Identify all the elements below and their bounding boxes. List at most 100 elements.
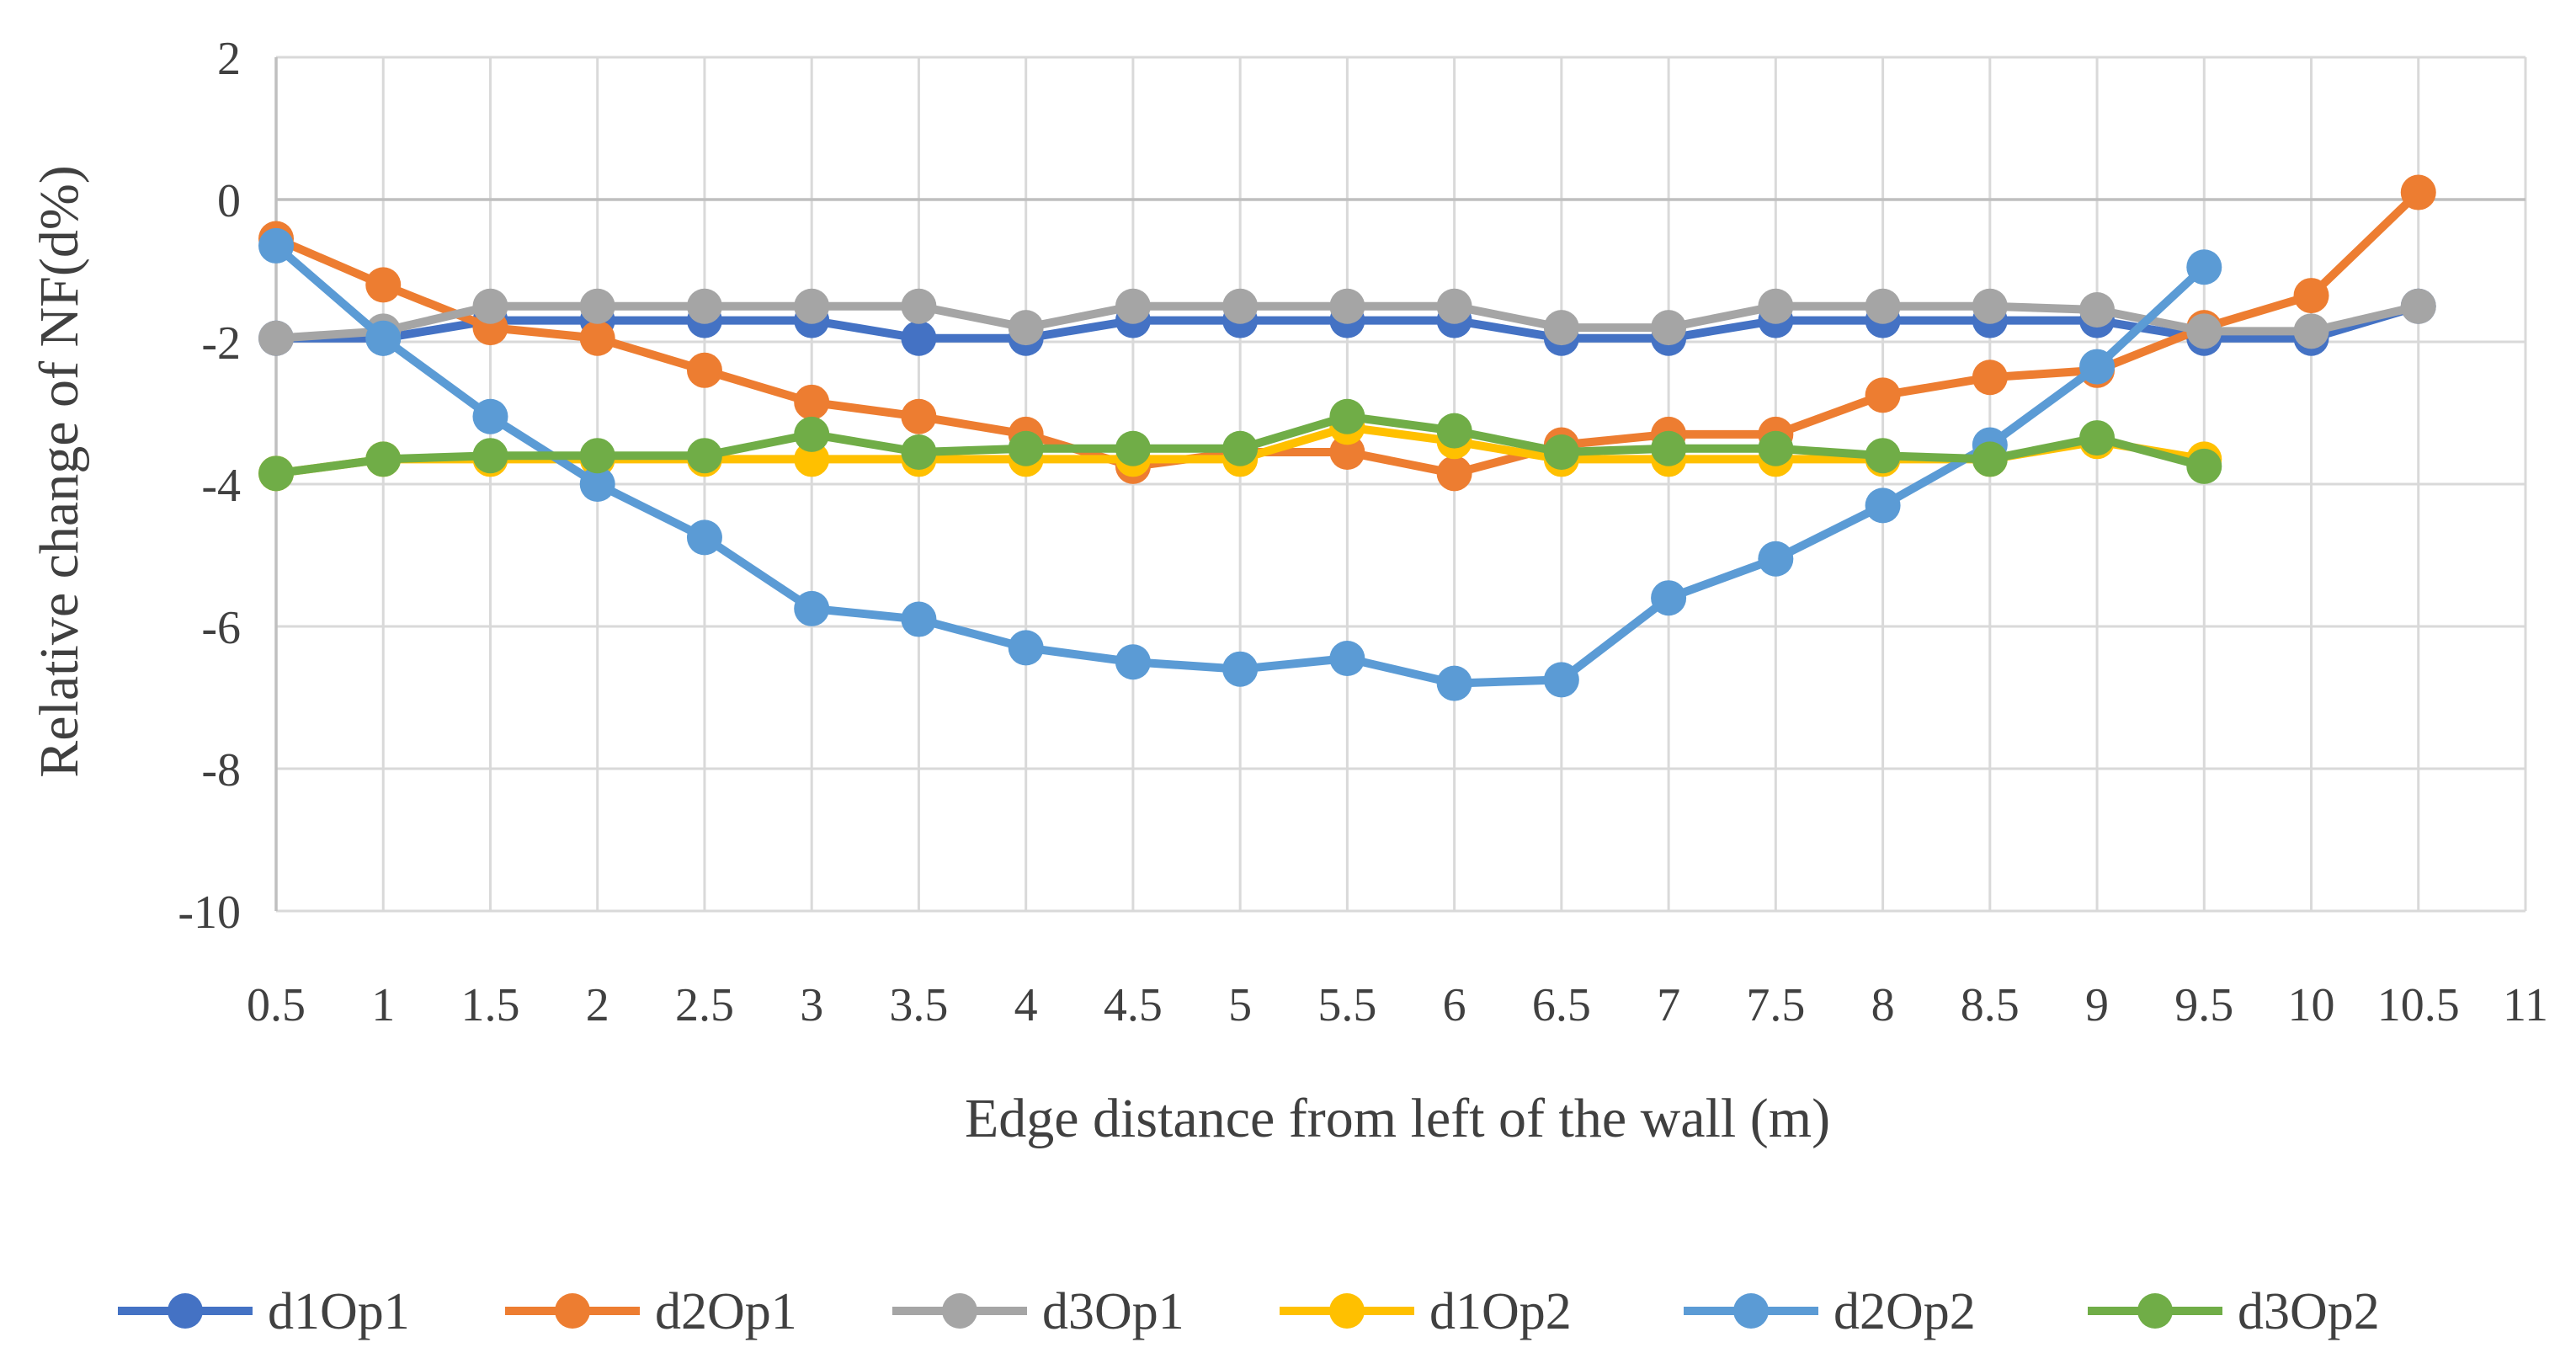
data-point-d2Op1 bbox=[2400, 174, 2436, 210]
y-tick-label: 2 bbox=[217, 33, 241, 85]
x-tick-label: 4 bbox=[1014, 979, 1038, 1031]
legend-label: d2Op2 bbox=[1834, 1283, 1976, 1340]
data-point-d3Op1 bbox=[1329, 288, 1365, 324]
data-point-d3Op1 bbox=[1436, 288, 1472, 324]
x-tick-label: 0.5 bbox=[247, 979, 306, 1031]
x-tick-label: 11 bbox=[2503, 979, 2548, 1031]
data-point-d3Op2 bbox=[794, 416, 830, 452]
data-point-d3Op1 bbox=[794, 288, 830, 324]
data-point-d3Op2 bbox=[579, 438, 615, 474]
data-point-d3Op1 bbox=[686, 288, 722, 324]
legend-label: d3Op1 bbox=[1042, 1283, 1184, 1340]
x-tick-label: 6.5 bbox=[1532, 979, 1591, 1031]
data-point-d2Op2 bbox=[579, 466, 615, 502]
data-point-d3Op2 bbox=[686, 438, 722, 474]
data-point-d3Op1 bbox=[1008, 310, 1044, 346]
data-point-d2Op1 bbox=[1329, 434, 1365, 470]
x-tick-label: 5.5 bbox=[1317, 979, 1376, 1031]
data-point-d2Op2 bbox=[2079, 349, 2116, 385]
y-tick-label: -2 bbox=[201, 317, 241, 370]
x-tick-label: 6 bbox=[1443, 979, 1466, 1031]
legend-label: d2Op1 bbox=[655, 1283, 797, 1340]
data-point-d3Op1 bbox=[2400, 288, 2436, 324]
data-point-d3Op2 bbox=[1008, 430, 1044, 466]
data-point-d2Op2 bbox=[901, 601, 937, 637]
data-point-d2Op2 bbox=[1329, 641, 1365, 677]
data-point-d2Op1 bbox=[686, 352, 722, 388]
legend-label: d1Op2 bbox=[1429, 1283, 1572, 1340]
x-tick-label: 8 bbox=[1871, 979, 1895, 1031]
legend-label: d3Op2 bbox=[2238, 1283, 2380, 1340]
legend-marker bbox=[942, 1293, 977, 1329]
x-tick-label: 3.5 bbox=[889, 979, 948, 1031]
data-point-d3Op1 bbox=[2186, 313, 2222, 349]
data-point-d3Op2 bbox=[1329, 398, 1365, 434]
data-point-d2Op2 bbox=[1436, 665, 1472, 701]
x-axis-title: Edge distance from left of the wall (m) bbox=[965, 1088, 1830, 1149]
data-point-d3Op1 bbox=[472, 288, 508, 324]
legend-item-d3Op1: d3Op1 bbox=[892, 1283, 1184, 1340]
x-tick-label: 9 bbox=[2085, 979, 2109, 1031]
x-tick-label: 9.5 bbox=[2174, 979, 2233, 1031]
data-point-d3Op1 bbox=[1758, 288, 1794, 324]
data-point-d3Op2 bbox=[1651, 430, 1687, 466]
data-point-d1Op2 bbox=[794, 441, 830, 477]
data-point-d3Op2 bbox=[258, 455, 294, 492]
data-point-d2Op1 bbox=[901, 398, 937, 434]
series-d3Op2 bbox=[258, 398, 2222, 492]
data-point-d3Op1 bbox=[2293, 313, 2329, 349]
data-point-d2Op1 bbox=[365, 267, 402, 303]
x-tick-label: 8.5 bbox=[1961, 979, 2020, 1031]
data-point-d3Op1 bbox=[2079, 291, 2116, 328]
data-point-d2Op1 bbox=[2293, 278, 2329, 314]
data-point-d3Op2 bbox=[2186, 448, 2222, 484]
data-point-d2Op2 bbox=[1758, 541, 1794, 577]
data-point-d3Op1 bbox=[1651, 310, 1687, 346]
data-point-d2Op1 bbox=[1865, 377, 1901, 413]
legend-label: d1Op1 bbox=[268, 1283, 410, 1340]
data-point-d2Op2 bbox=[1651, 580, 1687, 616]
y-axis-title: Relative change of NF(d%) bbox=[29, 165, 90, 778]
data-point-d3Op2 bbox=[365, 441, 402, 477]
legend-marker bbox=[1329, 1293, 1365, 1329]
x-tick-label: 2 bbox=[586, 979, 609, 1031]
data-point-d3Op2 bbox=[1865, 438, 1901, 474]
data-point-d3Op1 bbox=[579, 288, 615, 324]
data-point-d2Op1 bbox=[579, 320, 615, 356]
data-point-d3Op1 bbox=[1222, 288, 1259, 324]
data-point-d3Op2 bbox=[1972, 441, 2008, 477]
y-tick-label: -4 bbox=[201, 460, 241, 512]
data-point-d2Op2 bbox=[2186, 249, 2222, 285]
x-tick-label: 4.5 bbox=[1104, 979, 1163, 1031]
data-point-d3Op1 bbox=[1543, 310, 1579, 346]
x-tick-label: 1 bbox=[371, 979, 395, 1031]
data-point-d2Op2 bbox=[1222, 651, 1259, 687]
x-tick-label: 10 bbox=[2288, 979, 2335, 1031]
data-point-d3Op2 bbox=[1543, 434, 1579, 470]
legend: d1Op1 d2Op1 d3Op1 d1Op2 d2Op2 d3Op2 bbox=[118, 1283, 2380, 1340]
data-point-d2Op2 bbox=[1115, 644, 1151, 680]
legend-marker bbox=[168, 1293, 203, 1329]
data-point-d3Op2 bbox=[1436, 413, 1472, 449]
data-point-d3Op2 bbox=[1758, 430, 1794, 466]
legend-item-d2Op1: d2Op1 bbox=[505, 1283, 797, 1340]
data-point-d2Op2 bbox=[472, 398, 508, 434]
data-point-d3Op1 bbox=[1972, 288, 2008, 324]
x-tick-label: 5 bbox=[1228, 979, 1252, 1031]
legend-marker bbox=[555, 1293, 590, 1329]
x-tick-label: 1.5 bbox=[460, 979, 519, 1031]
data-point-d3Op2 bbox=[1222, 430, 1259, 466]
data-point-d3Op2 bbox=[901, 434, 937, 470]
legend-item-d1Op1: d1Op1 bbox=[118, 1283, 410, 1340]
legend-item-d1Op2: d1Op2 bbox=[1280, 1283, 1572, 1340]
y-tick-label: -10 bbox=[178, 887, 241, 939]
data-point-d3Op2 bbox=[472, 438, 508, 474]
y-tick-labels: 2 0 -2 -4 -6 -8 -10 bbox=[178, 33, 241, 939]
y-tick-label: -6 bbox=[201, 602, 241, 654]
x-tick-label: 10.5 bbox=[2377, 979, 2460, 1031]
data-point-d2Op2 bbox=[686, 519, 722, 556]
series-lines bbox=[258, 174, 2436, 701]
data-point-d2Op2 bbox=[365, 320, 402, 356]
series-d3Op1 bbox=[258, 288, 2436, 356]
